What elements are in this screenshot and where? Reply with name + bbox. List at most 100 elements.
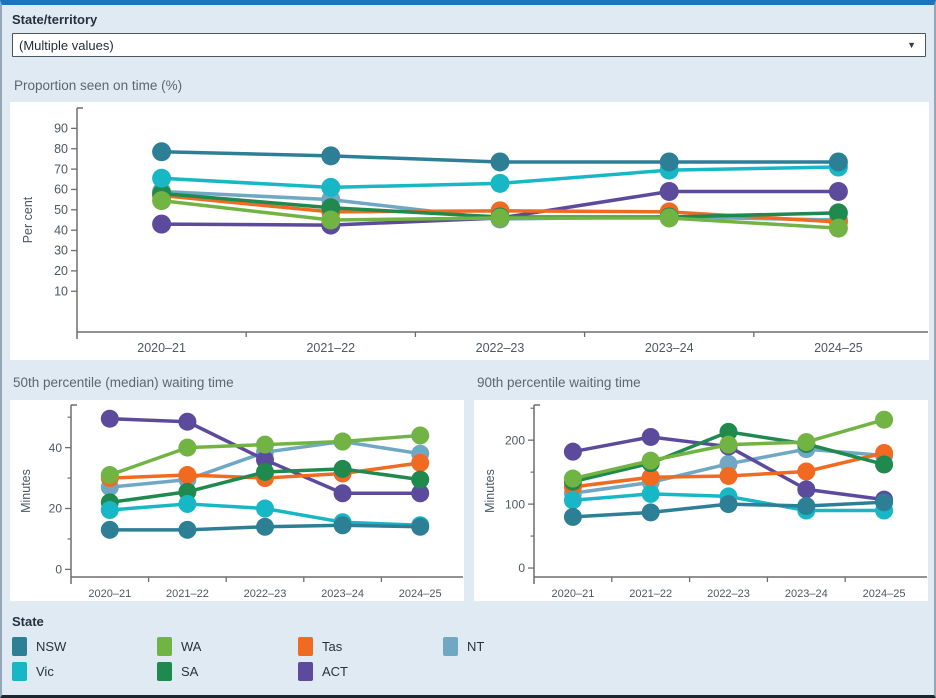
proportion-seen-on-time-chart[interactable]: 10 20 30 40 50 60 70 80 90 2020–21 2021–22 2022–23 2… [10, 102, 929, 360]
nsw-point-3[interactable] [333, 516, 352, 535]
y-tick-label: 200 [505, 433, 525, 447]
legend-title: State [12, 614, 44, 629]
state-territory-dropdown[interactable]: (Multiple values) ▼ [12, 33, 926, 57]
tas-point-2[interactable] [719, 466, 738, 485]
nsw-point-3[interactable] [797, 497, 816, 516]
dropdown-value: (Multiple values) [19, 37, 114, 53]
y-tick-label: 100 [505, 497, 525, 511]
wa-point-3[interactable] [797, 433, 816, 452]
legend-label: ACT [322, 664, 348, 679]
legend-label: SA [181, 664, 199, 679]
wa-point-1[interactable] [641, 451, 660, 470]
vic-point-2[interactable] [256, 499, 274, 518]
vic-point-1[interactable] [178, 494, 197, 513]
act-point-3[interactable] [659, 181, 679, 201]
wa-point-4[interactable] [411, 426, 430, 445]
y-tick-label: 20 [49, 502, 63, 516]
wa-point-3[interactable] [659, 208, 679, 228]
tas-point-4[interactable] [411, 453, 430, 472]
median-wait-panel: 0 20 40 2020–21 2021–22 2022–23 2023–24 2024–25… [10, 400, 464, 601]
sa-point-4[interactable] [875, 455, 894, 474]
act-point-4[interactable] [828, 181, 848, 201]
legend-item-nt[interactable]: NT [443, 637, 934, 656]
legend-item-tas[interactable]: Tas [298, 637, 443, 656]
wa-point-0[interactable] [563, 469, 582, 488]
vic-point-1[interactable] [321, 177, 341, 197]
median-waiting-time-chart[interactable]: 0 20 40 2020–21 2021–22 2022–23 2023–24 2024–25… [10, 400, 464, 601]
vic-point-2[interactable] [490, 173, 510, 193]
nsw-point-2[interactable] [719, 495, 738, 514]
y-tick-label: 90 [54, 122, 68, 136]
x-tick-label: 2023–24 [785, 588, 828, 600]
act-point-0[interactable] [152, 214, 172, 234]
wa-point-4[interactable] [875, 410, 894, 429]
wa-point-2[interactable] [719, 435, 738, 454]
filter-label: State/territory [12, 12, 98, 27]
wa-point-2[interactable] [256, 435, 274, 454]
vic-point-0[interactable] [152, 168, 172, 188]
nsw-point-1[interactable] [321, 146, 341, 166]
wa-point-0[interactable] [100, 466, 119, 485]
act-point-0[interactable] [100, 409, 119, 428]
nsw-point-1[interactable] [178, 520, 197, 539]
tas-point-1[interactable] [641, 468, 660, 487]
y-tick-label: 40 [49, 441, 63, 455]
y-axis-title: Minutes [19, 469, 33, 513]
act-point-3[interactable] [333, 484, 352, 503]
wa-point-1[interactable] [321, 210, 341, 230]
nsw-point-0[interactable] [100, 520, 119, 539]
legend-item-act[interactable]: ACT [298, 662, 443, 681]
sa-point-2[interactable] [256, 462, 274, 481]
sa-point-4[interactable] [411, 470, 430, 489]
p90-wait-panel: 0 100 200 2020–21 2021–22 2022–23 2023–24 2024–… [474, 400, 928, 601]
nsw-point-2[interactable] [490, 152, 510, 172]
x-tick-label: 2022–23 [244, 588, 287, 600]
legend-label: NSW [36, 639, 67, 654]
nsw-point-3[interactable] [659, 152, 679, 172]
nsw-point-4[interactable] [411, 517, 430, 536]
act-point-0[interactable] [563, 442, 582, 461]
filter-section: State/territory (Multiple values) ▼ [2, 5, 934, 57]
nsw-point-4[interactable] [875, 493, 894, 512]
wa-point-4[interactable] [828, 218, 848, 238]
wa-point-3[interactable] [333, 432, 352, 451]
y-tick-label: 80 [54, 142, 68, 156]
vic-point-0[interactable] [563, 491, 582, 510]
median-wait-block: 50th percentile (median) waiting time 0 2… [10, 375, 464, 601]
act-point-1[interactable] [641, 427, 660, 446]
y-tick-label: 70 [54, 162, 68, 176]
tas-point-3[interactable] [797, 462, 816, 481]
y-tick-label: 60 [54, 183, 68, 197]
x-tick-label: 2023–24 [645, 341, 694, 355]
x-tick-label: 2024–25 [863, 588, 906, 600]
nsw-point-0[interactable] [152, 142, 172, 162]
act-point-3[interactable] [797, 480, 816, 499]
legend-item-vic[interactable]: Vic [12, 662, 157, 681]
vic-point-0[interactable] [100, 501, 119, 520]
wa-point-2[interactable] [490, 208, 510, 228]
act-point-4[interactable] [411, 484, 430, 503]
act-point-1[interactable] [178, 412, 197, 431]
sa-point-2[interactable] [719, 422, 738, 441]
chevron-down-icon: ▼ [907, 39, 916, 50]
nsw-point-2[interactable] [256, 517, 274, 536]
wa-point-1[interactable] [178, 438, 197, 457]
legend-grid: NSW WA Tas NT Vic SA ACT [12, 637, 934, 681]
p90-waiting-time-chart[interactable]: 0 100 200 2020–21 2021–22 2022–23 2023–24 2024–… [474, 400, 928, 601]
legend-item-sa[interactable]: SA [157, 662, 298, 681]
sa-point-4[interactable] [828, 203, 848, 223]
legend-swatch-vic [12, 662, 27, 681]
vic-point-1[interactable] [641, 484, 660, 503]
nsw-point-4[interactable] [828, 152, 848, 172]
sa-point-3[interactable] [333, 459, 352, 478]
nsw-point-0[interactable] [563, 507, 582, 526]
nsw-point-1[interactable] [641, 503, 660, 522]
x-tick-label: 2021–22 [306, 341, 355, 355]
legend-swatch-nt [443, 637, 458, 656]
main-chart-panel: 10 20 30 40 50 60 70 80 90 2020–21 2021–22 2022–23 2… [10, 102, 929, 360]
legend-item-nsw[interactable]: NSW [12, 637, 157, 656]
wa-point-0[interactable] [152, 191, 172, 211]
tas-point-1[interactable] [178, 466, 197, 485]
legend-item-wa[interactable]: WA [157, 637, 298, 656]
